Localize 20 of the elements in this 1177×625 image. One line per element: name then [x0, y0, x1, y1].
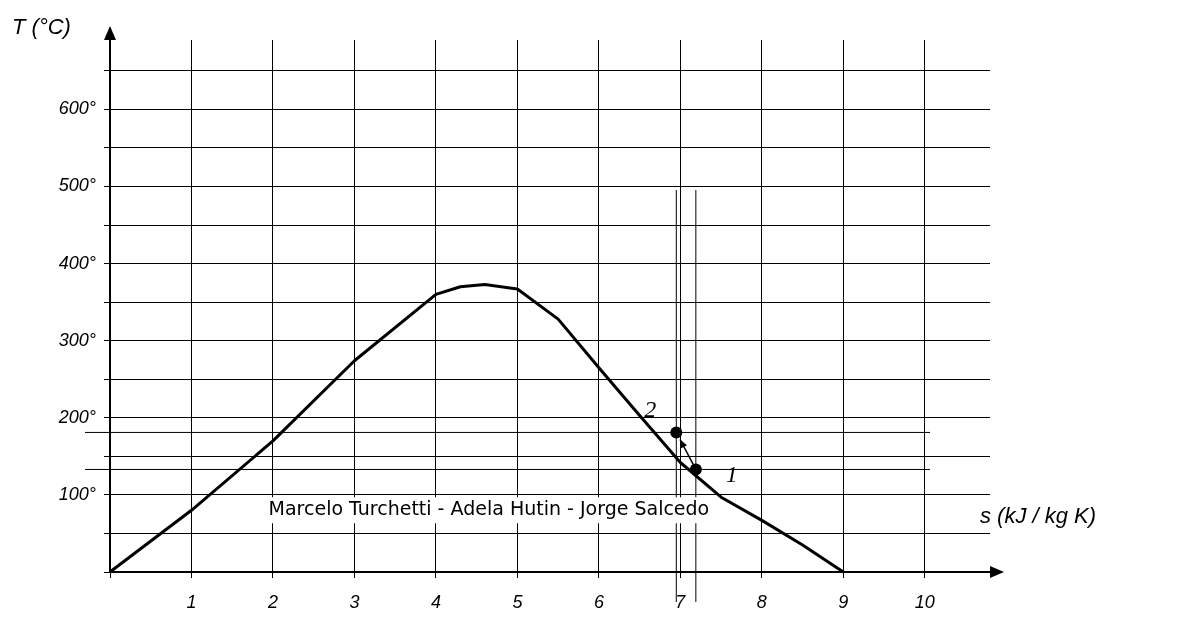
x-tick-label: 1 — [186, 591, 197, 612]
x-tick-label: 6 — [593, 591, 605, 612]
y-tick-label: 600° — [58, 98, 96, 119]
y-axis-title: T (°C) — [12, 14, 71, 40]
annotation: 2 — [644, 395, 657, 422]
y-tick-label: 500° — [58, 175, 96, 196]
y-tick-label: 100° — [58, 483, 96, 504]
x-tick-label: 8 — [756, 591, 767, 612]
y-tick-label: 200° — [57, 406, 96, 427]
x-axis-title: s (kJ / kg K) — [980, 503, 1097, 529]
x-tick-label: 7 — [675, 591, 687, 612]
y-tick-label: 300° — [58, 329, 96, 350]
annotation: Marcelo Turchetti - Adela Hutin - Jorge Salcedo — [268, 497, 710, 520]
x-tick-label: 2 — [266, 591, 278, 612]
y-tick-label: 400° — [58, 252, 96, 273]
x-tick-label: 5 — [512, 591, 524, 612]
x-tick-label: 3 — [349, 591, 360, 612]
x-tick-label: 4 — [430, 591, 441, 612]
x-tick-label: 9 — [838, 591, 849, 612]
x-tick-label: 10 — [914, 591, 935, 612]
